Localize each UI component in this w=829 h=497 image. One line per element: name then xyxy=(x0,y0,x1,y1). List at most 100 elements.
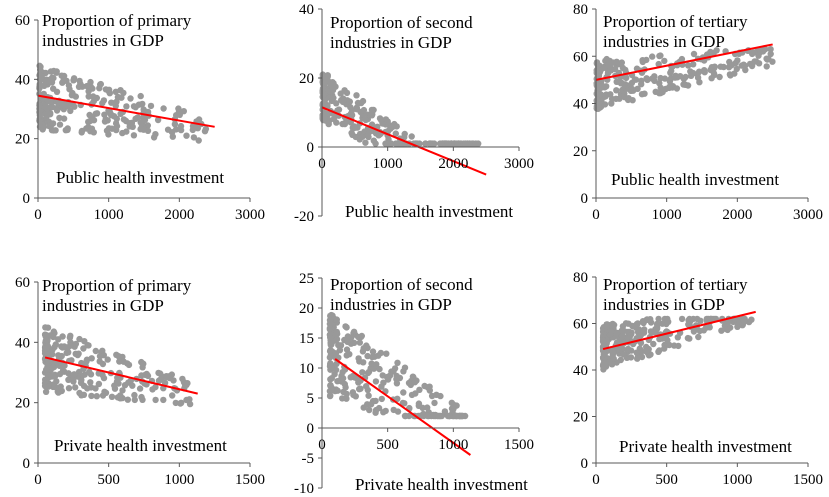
scatter-point xyxy=(77,379,85,386)
scatter-point xyxy=(90,117,98,124)
scatter-point xyxy=(633,65,641,72)
scatter-point xyxy=(431,140,438,147)
scatter-point xyxy=(354,99,362,107)
scatter-point xyxy=(674,334,681,341)
scatter-point xyxy=(55,99,62,107)
scatter-point xyxy=(655,60,662,68)
scatter-point xyxy=(360,359,367,366)
scatter-point xyxy=(83,358,90,365)
scatter-point xyxy=(123,128,130,135)
scatter-point xyxy=(176,111,183,119)
scatter-point xyxy=(42,388,50,395)
x-tick-label: 0 xyxy=(592,207,600,223)
scatter-point xyxy=(365,133,372,141)
scatter-point xyxy=(740,61,747,68)
scatter-point xyxy=(59,344,66,351)
y-tick-label: 40 xyxy=(15,72,30,88)
scatter-point xyxy=(690,50,698,58)
scatter-point xyxy=(659,320,666,327)
y-tick-label: 20 xyxy=(15,132,30,148)
scatter-point xyxy=(327,351,335,358)
scatter-point xyxy=(398,140,405,147)
scatter-point xyxy=(416,386,423,393)
scatter-point xyxy=(183,132,190,139)
scatter-point xyxy=(651,77,658,85)
x-axis-label: Public health investment xyxy=(611,170,779,189)
scatter-point xyxy=(131,396,138,404)
x-tick-label: 1500 xyxy=(235,472,265,488)
scatter-point xyxy=(45,383,52,390)
chart-title-line: industries in GDP xyxy=(42,296,164,315)
scatter-point xyxy=(37,63,44,70)
scatter-point xyxy=(67,332,74,339)
scatter-point xyxy=(152,396,159,404)
scatter-point xyxy=(351,124,359,131)
y-tick-label: 60 xyxy=(573,49,588,65)
scatter-point xyxy=(721,322,729,329)
scatter-point xyxy=(123,103,130,110)
scatter-point xyxy=(461,140,469,147)
scatter-point xyxy=(120,116,128,123)
scatter-point xyxy=(717,63,724,70)
scatter-point xyxy=(333,316,340,323)
scatter-point xyxy=(117,110,124,118)
scatter-point xyxy=(394,359,401,366)
x-tick-label: 1000 xyxy=(164,472,194,488)
scatter-point xyxy=(661,57,668,65)
scatter-point xyxy=(620,351,627,358)
scatter-point xyxy=(595,100,603,107)
scatter-point xyxy=(171,121,179,128)
scatter-point xyxy=(400,389,407,396)
scatter-point xyxy=(716,73,723,81)
scatter-point xyxy=(96,358,103,365)
scatter-point xyxy=(88,392,95,400)
scatter-point xyxy=(80,391,88,398)
scatter-point xyxy=(108,112,115,119)
scatter-point xyxy=(656,52,663,60)
chart-title-line: industries in GDP xyxy=(603,295,725,314)
scatter-point xyxy=(419,404,426,411)
scatter-point xyxy=(85,93,92,100)
scatter-point xyxy=(177,400,184,407)
scatter-point xyxy=(441,408,449,415)
scatter-point xyxy=(128,119,136,127)
x-tick-label: 0 xyxy=(592,472,600,488)
scatter-point xyxy=(343,324,350,331)
scatter-point xyxy=(130,132,138,139)
scatter-point xyxy=(368,360,375,367)
scatter-point xyxy=(751,58,758,65)
scatter-point xyxy=(475,140,482,147)
scatter-point xyxy=(662,85,669,93)
x-tick-label: 0 xyxy=(318,437,326,453)
scatter-point xyxy=(65,376,72,383)
scatter-point xyxy=(87,379,94,386)
scatter-point xyxy=(53,378,60,385)
x-axis-label: Private health investment xyxy=(355,475,528,494)
scatter-point xyxy=(373,361,380,368)
scatter-point xyxy=(42,324,49,331)
scatter-point xyxy=(621,82,628,89)
scatter-point xyxy=(92,347,100,355)
scatter-point xyxy=(124,396,131,403)
scatter-point xyxy=(767,46,774,53)
scatter-point xyxy=(76,77,83,85)
scatter-point xyxy=(638,91,646,98)
scatter-point xyxy=(136,385,144,392)
scatter-point xyxy=(368,401,375,408)
scatter-point xyxy=(96,353,104,360)
scatter-point xyxy=(87,384,95,391)
scatter-point xyxy=(70,378,77,385)
scatter-point xyxy=(175,105,182,112)
scatter-point xyxy=(100,374,108,382)
scatter-point xyxy=(342,384,349,391)
scatter-point xyxy=(369,348,377,355)
scatter-point xyxy=(344,338,351,345)
scatter-point xyxy=(355,379,362,386)
scatter-point xyxy=(190,134,198,141)
scatter-point xyxy=(46,110,53,118)
scatter-point xyxy=(678,315,686,323)
scatter-point xyxy=(112,88,120,96)
scatter-point xyxy=(764,56,771,63)
scatter-point xyxy=(157,370,164,377)
